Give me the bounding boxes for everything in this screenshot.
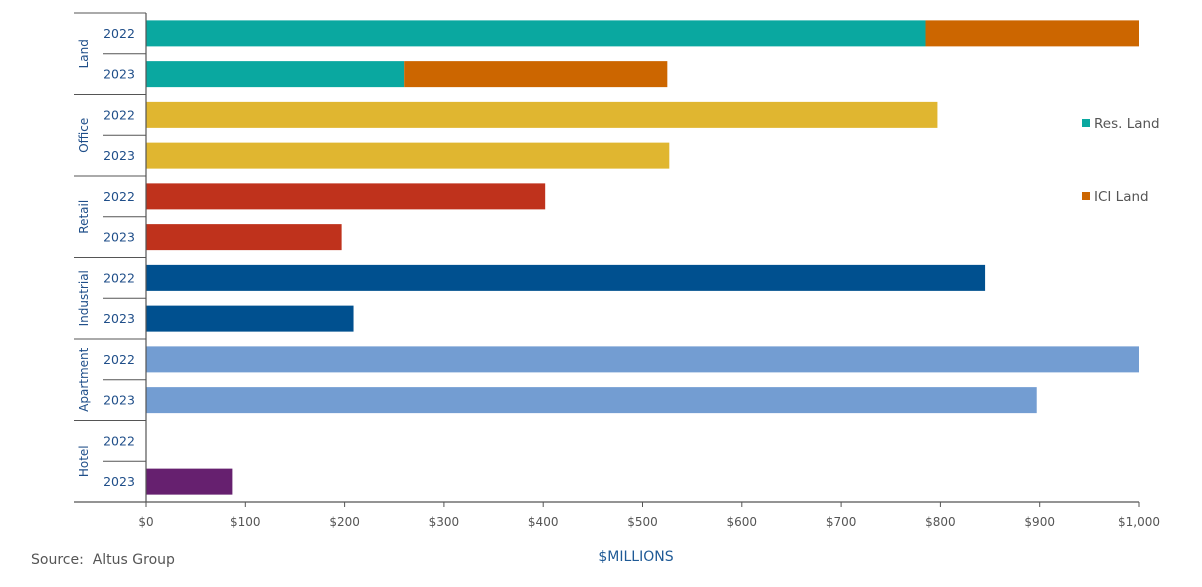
bar-apartment-2023-apartment [146, 387, 1037, 414]
legend-label: ICI Land [1094, 189, 1149, 205]
year-label: 2023 [103, 474, 135, 489]
bar-hotel-2023-hotel [146, 468, 233, 495]
x-tick-label: $900 [1024, 515, 1055, 529]
bar-retail-2023-retail [146, 224, 342, 251]
bar-land-2022-ici-land [925, 20, 1139, 47]
year-label: 2022 [103, 107, 135, 122]
bar-office-2022-office [146, 101, 938, 128]
year-label: 2022 [103, 352, 135, 367]
bar-industrial-2022-industrial [146, 264, 986, 291]
year-label: 2022 [103, 26, 135, 41]
x-tick-label: $200 [329, 515, 360, 529]
x-tick-label: $600 [727, 515, 758, 529]
category-label: Industrial [77, 270, 91, 326]
legend: Res. Land ICI Land [1082, 116, 1160, 205]
x-tick-label: $800 [925, 515, 956, 529]
bar-land-2022-res-land [146, 20, 926, 47]
x-tick-label: $500 [627, 515, 658, 529]
x-axis-title: $MILLIONS [598, 549, 673, 565]
axes-layer [74, 12, 1140, 507]
labels-layer: Land 2022 2023 Office 2022 2023 Retail 2022 2023… [77, 26, 1160, 529]
bar-industrial-2023-industrial [146, 305, 354, 332]
x-tick-label: $300 [429, 515, 460, 529]
source-note: Source: Altus Group [31, 552, 175, 568]
year-label: 2023 [103, 230, 135, 245]
category-label: Land [77, 39, 91, 68]
year-label: 2023 [103, 67, 135, 82]
bar-apartment-2022-apartment [146, 346, 1139, 373]
x-tick-label: $400 [528, 515, 559, 529]
legend-swatch [1082, 192, 1090, 200]
x-tick-label: $0 [138, 515, 153, 529]
year-label: 2022 [103, 270, 135, 285]
year-label: 2022 [103, 433, 135, 448]
category-label: Office [77, 118, 91, 153]
x-tick-label: $100 [230, 515, 261, 529]
year-label: 2022 [103, 189, 135, 204]
x-tick-label: $1,000 [1118, 515, 1160, 529]
category-label: Apartment [77, 347, 91, 411]
bar-office-2023-office [146, 142, 670, 169]
category-label: Retail [77, 200, 91, 234]
year-label: 2023 [103, 393, 135, 408]
legend-label: Res. Land [1094, 116, 1160, 132]
bar-retail-2022-retail [146, 183, 546, 210]
category-label: Hotel [77, 445, 91, 477]
bars-layer [146, 20, 1139, 495]
bar-land-2023-ici-land [404, 61, 668, 88]
legend-swatch [1082, 119, 1090, 127]
year-label: 2023 [103, 311, 135, 326]
year-label: 2023 [103, 148, 135, 163]
bar-land-2023-res-land [146, 61, 405, 88]
x-tick-label: $700 [826, 515, 857, 529]
